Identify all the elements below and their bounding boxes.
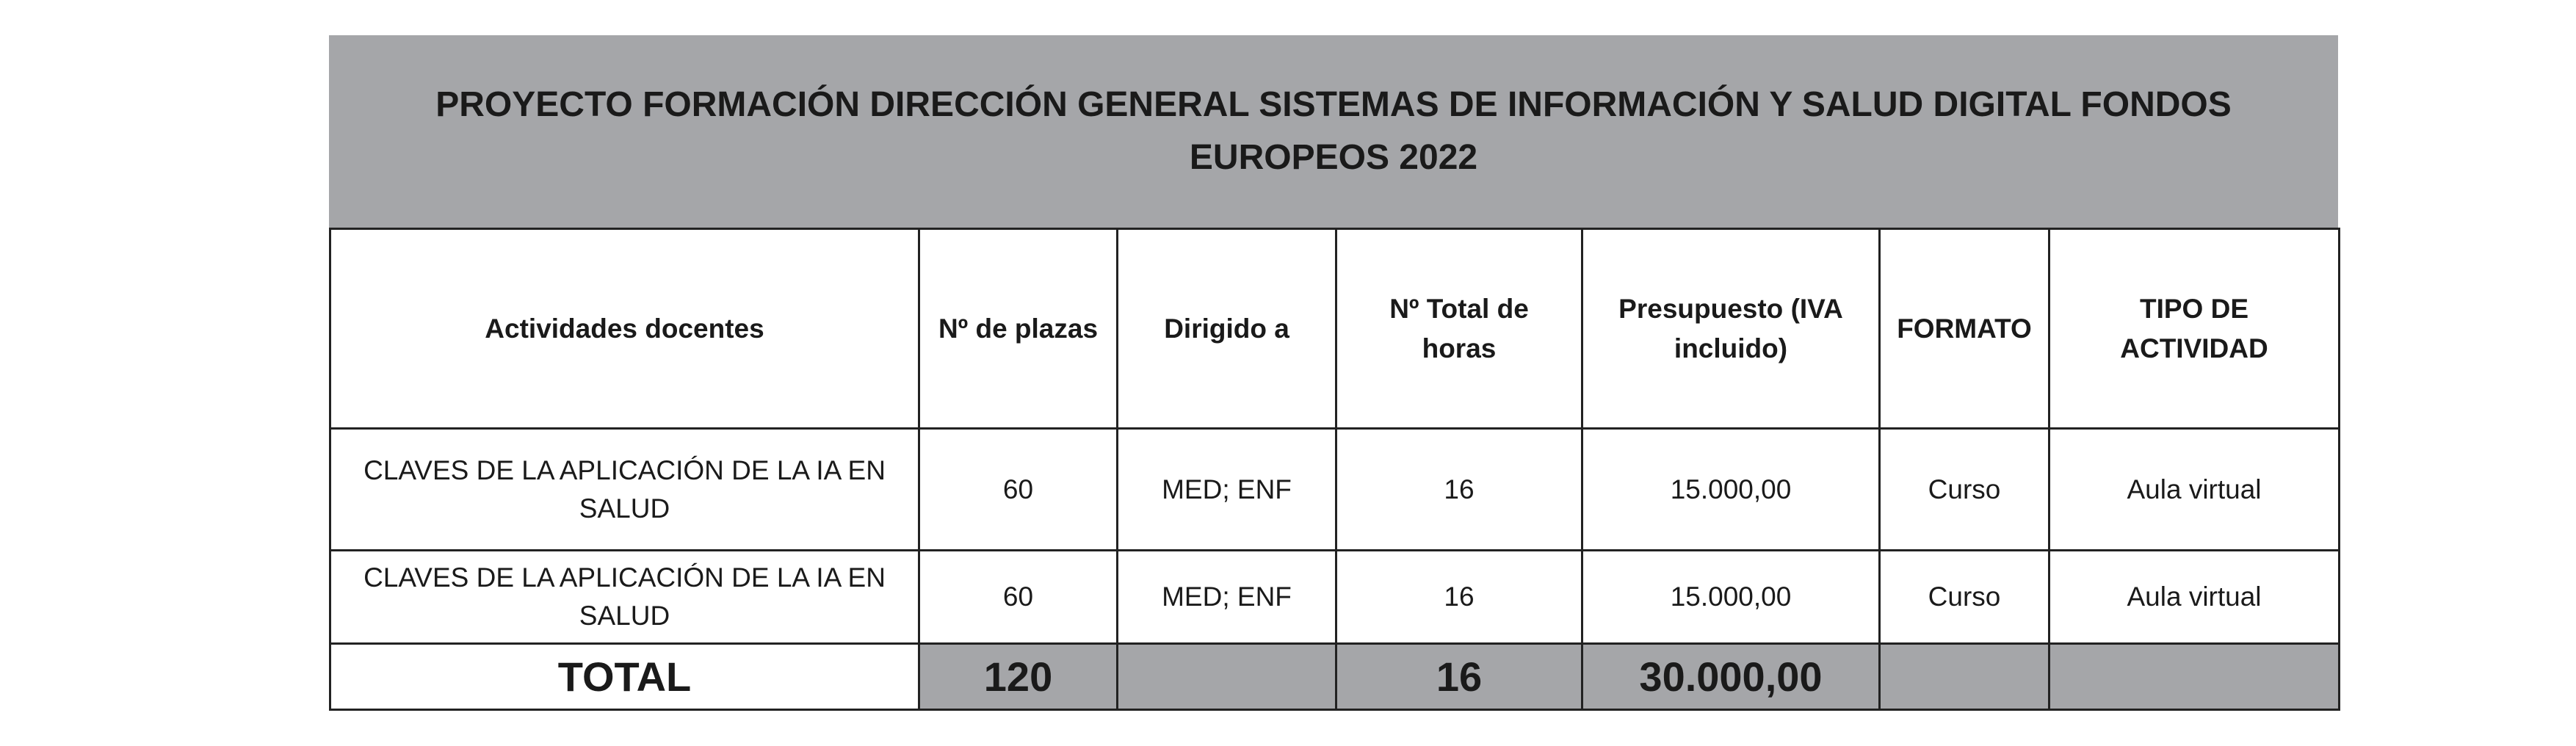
cell-tipo: Aula virtual <box>2048 549 2340 645</box>
cell-dirigido: MED; ENF <box>1116 427 1337 551</box>
column-header-dirigido: Dirigido a <box>1116 228 1337 430</box>
cell-dirigido: MED; ENF <box>1116 549 1337 645</box>
cell-horas: 16 <box>1335 549 1583 645</box>
total-dirigido <box>1116 642 1337 711</box>
total-formato <box>1878 642 2050 711</box>
cell-horas: 16 <box>1335 427 1583 551</box>
table-row: CLAVES DE LA APLICACIÓN DE LA IA EN SALU… <box>329 549 2340 645</box>
column-header-plazas: Nº de plazas <box>918 228 1118 430</box>
column-header-tipo: TIPO DE ACTIVIDAD <box>2048 228 2340 430</box>
activities-table: Actividades docentes Nº de plazas Dirigi… <box>329 228 2340 711</box>
cell-plazas: 60 <box>918 427 1118 551</box>
column-header-presupuesto: Presupuesto (IVA incluido) <box>1581 228 1881 430</box>
cell-presupuesto: 15.000,00 <box>1581 427 1881 551</box>
header-row: Actividades docentes Nº de plazas Dirigi… <box>329 228 2340 430</box>
total-label: TOTAL <box>329 642 920 711</box>
cell-plazas: 60 <box>918 549 1118 645</box>
cell-tipo: Aula virtual <box>2048 427 2340 551</box>
column-header-horas: Nº Total de horas <box>1335 228 1583 430</box>
cell-actividad: CLAVES DE LA APLICACIÓN DE LA IA EN SALU… <box>329 427 920 551</box>
total-row: TOTAL 120 16 30.000,00 <box>329 642 2340 711</box>
cell-actividad: CLAVES DE LA APLICACIÓN DE LA IA EN SALU… <box>329 549 920 645</box>
document-sheet: PROYECTO FORMACIÓN DIRECCIÓN GENERAL SIS… <box>329 35 2340 711</box>
document-title: PROYECTO FORMACIÓN DIRECCIÓN GENERAL SIS… <box>435 85 2232 177</box>
total-plazas: 120 <box>918 642 1118 711</box>
column-header-actividades: Actividades docentes <box>329 228 920 430</box>
cell-formato: Curso <box>1878 549 2050 645</box>
total-presupuesto: 30.000,00 <box>1581 642 1881 711</box>
table-row: CLAVES DE LA APLICACIÓN DE LA IA EN SALU… <box>329 427 2340 551</box>
total-horas: 16 <box>1335 642 1583 711</box>
table-title-banner: PROYECTO FORMACIÓN DIRECCIÓN GENERAL SIS… <box>329 35 2338 228</box>
column-header-formato: FORMATO <box>1878 228 2050 430</box>
cell-formato: Curso <box>1878 427 2050 551</box>
total-tipo <box>2048 642 2340 711</box>
cell-presupuesto: 15.000,00 <box>1581 549 1881 645</box>
